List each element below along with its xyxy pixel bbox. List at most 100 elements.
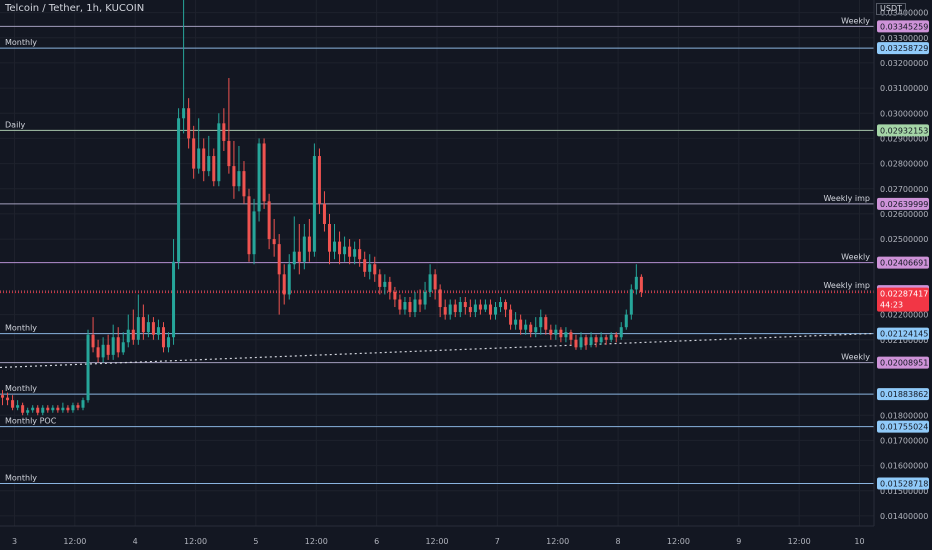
level-name: Monthly [5,474,37,483]
current-price-badge [877,287,929,312]
candle-body [292,251,296,265]
candle [529,322,533,338]
candle-body [614,334,618,338]
candle-body [373,264,377,275]
level-price-label: 0.03345259 [880,22,928,31]
candle [262,138,266,209]
candle-body [448,304,452,315]
candle-body [574,339,578,348]
level-price-badge [877,477,929,490]
candle-body [86,334,90,401]
candle-body [348,246,352,257]
candle-body [589,337,593,345]
candle [322,191,326,232]
x-tick-label: 6 [374,537,379,546]
candle [192,125,196,179]
candle-body [11,400,15,408]
candle [227,78,231,174]
candle [509,304,513,330]
candle [327,213,331,265]
candle [76,402,80,411]
candle [182,0,186,134]
candle-body [207,156,211,172]
candle-body [56,407,60,411]
level-name: Weekly imp [823,194,870,203]
candle-body [202,148,206,172]
candle [36,405,40,416]
candle [272,218,276,257]
candle-body [177,118,181,262]
candle [519,314,523,335]
candle-body [499,302,503,308]
candle-body [172,261,176,338]
candle-body [483,304,487,310]
candle-body [604,337,608,340]
candle [564,327,568,343]
candle-body [307,236,311,252]
candle-body [1,395,5,398]
x-tick-label: 4 [133,537,138,546]
candle-body [91,334,95,348]
y-tick-label: 0.03000000 [880,109,928,118]
candle [282,264,286,305]
candle-body [634,276,638,290]
level-price-badge [877,20,929,33]
candle [423,281,427,310]
x-tick-label: 12:00 [305,537,328,546]
candle [1,390,5,406]
y-tick-label: 0.03100000 [880,84,928,93]
level-price-badge [877,388,929,401]
candle-body [619,327,623,338]
candle [348,239,352,265]
candle [408,296,412,318]
candle [146,314,150,338]
candle [302,223,306,270]
candle-body [488,304,492,315]
candle [428,264,432,297]
candle-body [398,299,402,310]
time-axis-panel[interactable] [0,526,874,550]
y-tick-label: 0.02100000 [880,336,928,345]
candle-body [524,324,528,330]
candles [1,0,643,416]
level-price-badge [877,256,929,269]
candle-body [353,249,357,257]
candle [493,302,497,320]
level-price-label: 0.02008951 [880,359,928,368]
candle-body [66,407,70,411]
candle [121,332,125,355]
candle [197,118,201,174]
level-price-label: 0.02639999 [880,200,928,209]
candle [131,309,135,345]
candle [257,138,261,222]
candle [534,317,538,338]
x-tick-label: 9 [736,537,741,546]
candle [101,337,105,363]
candle [559,327,563,343]
candle-body [26,410,30,413]
candle-body [317,156,321,204]
candle-body [383,281,387,287]
trendline-line[interactable] [0,332,875,369]
candle-body [453,304,457,313]
candle-body [504,302,508,310]
candle-body [493,307,497,315]
candle [619,322,623,340]
level-name: Weekly imp [823,281,870,290]
candle [524,319,528,335]
candle-body [443,307,447,315]
price-axis-ticks: 0.03400000 0.03300000 0.03200000 0.03100000… [880,9,928,521]
candle-body [594,337,598,343]
y-tick-label: 0.02600000 [880,210,928,219]
currency-selector[interactable]: USDT [876,3,906,15]
candle-body [327,223,331,252]
candle [41,405,45,416]
candle [156,319,160,340]
level-price-badge [877,197,929,210]
candle-body [378,274,382,287]
candle [403,296,407,315]
candle-body [167,337,171,348]
candle-body [478,304,482,310]
